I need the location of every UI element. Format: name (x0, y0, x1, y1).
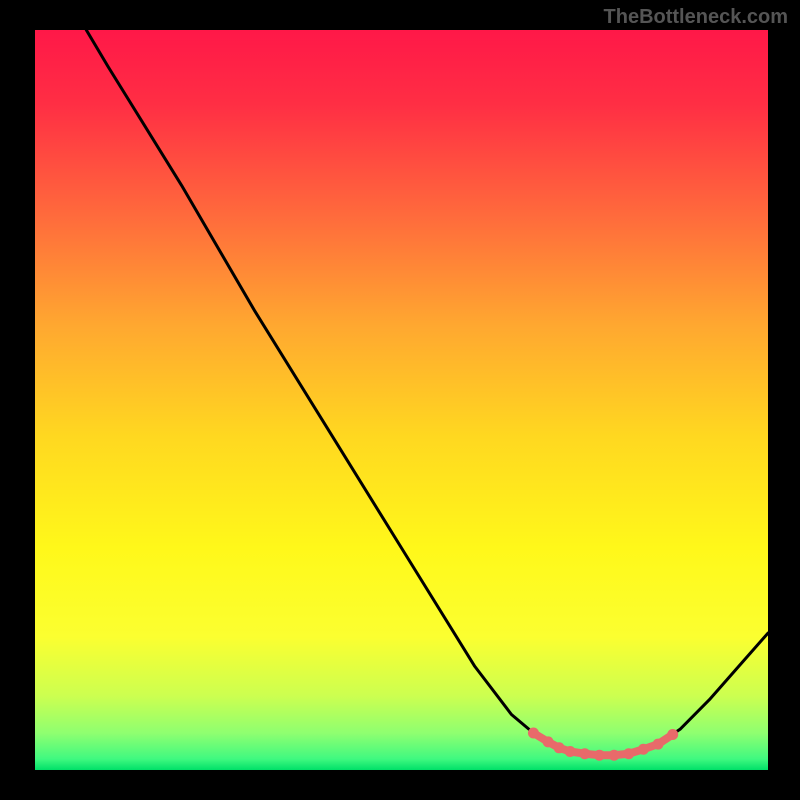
watermark-text: TheBottleneck.com (604, 6, 788, 29)
highlight-marker (543, 736, 554, 747)
highlight-marker (565, 746, 576, 757)
highlight-marker (653, 739, 664, 750)
highlight-marker (623, 748, 634, 759)
highlight-marker (594, 750, 605, 761)
highlight-marker (528, 728, 539, 739)
main-curve-path (86, 30, 768, 755)
highlight-markers (528, 728, 678, 761)
highlight-marker (579, 748, 590, 759)
highlight-marker (667, 729, 678, 740)
highlight-marker (609, 750, 620, 761)
highlight-marker (638, 744, 649, 755)
plot-area (35, 30, 768, 770)
highlight-marker (554, 742, 565, 753)
curve-layer (35, 30, 768, 770)
